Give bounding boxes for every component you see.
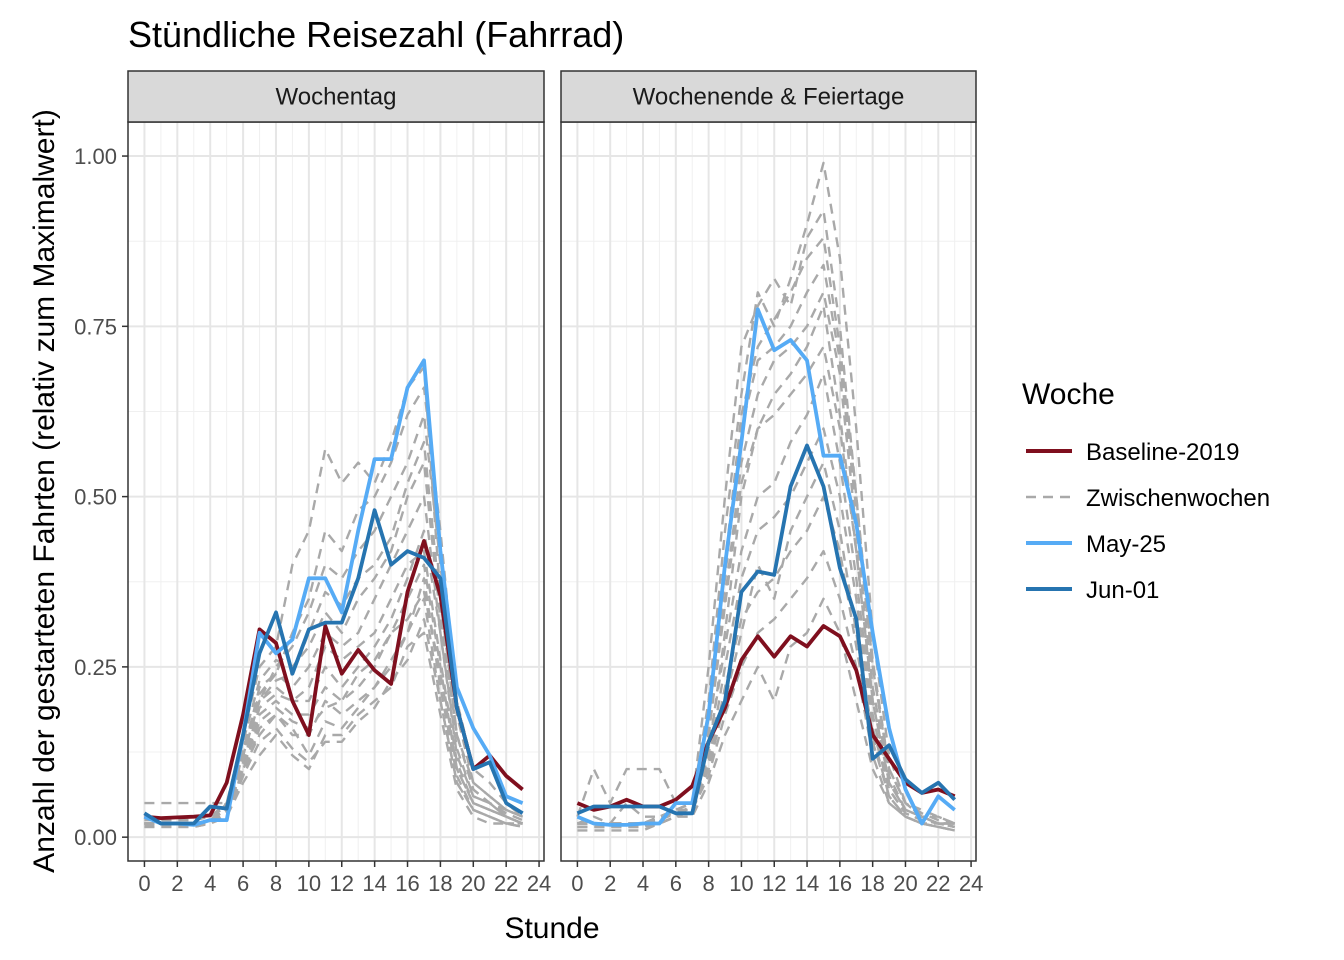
x-axis-title: Stunde xyxy=(504,912,599,945)
series-line-zwischenwochen xyxy=(577,291,955,825)
series-line-jun01 xyxy=(576,443,957,816)
x-tick-label: 0 xyxy=(571,871,583,896)
series-line-zwischenwochen xyxy=(144,577,523,829)
x-tick-label: 12 xyxy=(762,871,786,896)
y-tick-label: 0.75 xyxy=(74,314,117,339)
y-tick-label: 0.50 xyxy=(74,485,117,510)
series-line-zwischenwochen xyxy=(577,345,955,825)
panel-background xyxy=(561,122,976,861)
x-tick-label: 4 xyxy=(204,871,216,896)
series-line-zwischenwochen xyxy=(144,413,524,825)
x-tick-label: 20 xyxy=(461,871,485,896)
x-tick-label: 22 xyxy=(494,871,518,896)
series-line-zwischenwochen xyxy=(144,495,524,825)
legend-label-jun01: Jun-01 xyxy=(1086,577,1159,604)
x-tick-label: 16 xyxy=(395,871,419,896)
series-line-may25 xyxy=(576,307,956,827)
x-tick-label: 8 xyxy=(270,871,282,896)
x-tick-label: 18 xyxy=(428,871,452,896)
x-tick-label: 14 xyxy=(362,871,386,896)
x-tick-label: 2 xyxy=(604,871,616,896)
series-line-zwischenwochen xyxy=(144,590,524,827)
x-tick-label: 10 xyxy=(297,871,321,896)
series-line-zwischenwochen xyxy=(144,631,523,829)
x-tick-label: 0 xyxy=(138,871,150,896)
series-line-zwischenwochen xyxy=(144,440,524,822)
x-tick-label: 10 xyxy=(729,871,753,896)
x-tick-label: 6 xyxy=(237,871,249,896)
x-tick-label: 18 xyxy=(860,871,884,896)
series-line-may25 xyxy=(143,358,524,827)
legend: Woche Baseline-2019 Zwischenwochen May-25 J… xyxy=(1022,378,1270,604)
series-line-zwischenwochen xyxy=(144,563,524,825)
x-tick-label: 24 xyxy=(527,871,551,896)
x-tick-label: 14 xyxy=(795,871,819,896)
series-line-zwischenwochen xyxy=(577,495,955,832)
legend-title: Woche xyxy=(1022,378,1115,411)
x-tick-label: 8 xyxy=(703,871,715,896)
legend-label-zwischen: Zwischenwochen xyxy=(1086,485,1270,512)
y-tick-label: 0.25 xyxy=(74,655,117,680)
strip-label: Wochentag xyxy=(276,84,397,111)
x-tick-label: 16 xyxy=(828,871,852,896)
strip-background xyxy=(127,70,545,123)
x-tick-label: 6 xyxy=(670,871,682,896)
legend-label-baseline: Baseline-2019 xyxy=(1086,439,1239,466)
strip-label: Wochenende & Feiertage xyxy=(633,84,905,111)
x-tick-label: 12 xyxy=(330,871,354,896)
series-line-zwischenwochen xyxy=(144,529,524,825)
panel-background xyxy=(128,122,544,861)
y-tick-label: 0.00 xyxy=(74,825,117,850)
series-line-zwischenwochen xyxy=(144,618,523,829)
y-tick-label: 1.00 xyxy=(74,144,117,169)
series-line-zwischenwochen xyxy=(577,372,955,829)
x-tick-label: 20 xyxy=(893,871,917,896)
x-tick-label: 22 xyxy=(926,871,950,896)
series-line-zwischenwochen xyxy=(577,597,955,832)
series-line-jun01 xyxy=(143,508,524,826)
series-line-zwischenwochen xyxy=(577,427,955,829)
strip-background xyxy=(560,70,977,123)
legend-label-may25: May-25 xyxy=(1086,531,1166,558)
y-axis-title: Anzahl der gestarteten Fahrten (relativ … xyxy=(28,109,61,873)
x-tick-label: 24 xyxy=(959,871,983,896)
x-tick-label: 4 xyxy=(637,871,649,896)
x-tick-label: 2 xyxy=(171,871,183,896)
series-line-zwischenwochen xyxy=(576,304,955,825)
chart-title: Stündliche Reisezahl (Fahrrad) xyxy=(128,14,624,55)
